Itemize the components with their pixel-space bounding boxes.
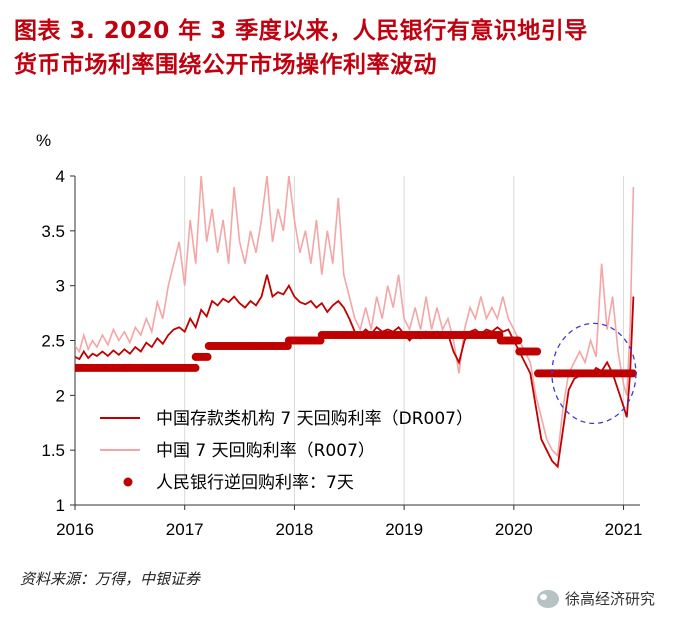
chart-title: 图表 3. 2020 年 3 季度以来，人民银行有意识地引导 货币市场利率围绕公…: [14, 14, 664, 82]
x-tick-label-2019: 2019: [385, 520, 423, 539]
omo-rate-point: [191, 363, 200, 372]
omo-rate-point: [629, 369, 637, 378]
plot-area: [75, 176, 637, 469]
x-tick-label-2021: 2021: [605, 520, 643, 539]
omo-rate-point: [514, 336, 523, 345]
chart-title-line-2: 货币市场利率围绕公开市场操作利率波动: [14, 52, 437, 78]
legend-label-omo: 人民银行逆回购利率：7天: [156, 473, 354, 493]
x-tick-label-2017: 2017: [166, 520, 204, 539]
omo-rate-point: [533, 347, 542, 356]
y-tick-label-2: 2: [56, 386, 65, 405]
y-tick-label-3: 3: [56, 277, 65, 296]
y-tick-label-2.5: 2.5: [41, 332, 65, 351]
highlight-ellipse: [551, 322, 637, 425]
watermark: 徐高经济研究: [536, 588, 655, 609]
y-tick-label-1.5: 1.5: [41, 441, 65, 460]
chart-title-line-1: 图表 3. 2020 年 3 季度以来，人民银行有意识地引导: [14, 18, 588, 44]
legend-swatch-omo: [123, 477, 133, 487]
watermark-text: 徐高经济研究: [564, 590, 655, 608]
legend-label-dr007: 中国存款类机构 7 天回购利率（DR007）: [156, 409, 473, 429]
y-tick-label-4: 4: [56, 167, 65, 186]
wechat-icon: [536, 589, 559, 608]
y-tick-label-1: 1: [56, 496, 65, 515]
x-tick-label-2016: 2016: [56, 520, 94, 539]
y-axis-unit-label: %: [36, 131, 51, 150]
series-line-r007: [75, 176, 635, 458]
legend-label-r007: 中国 7 天回购利率（R007）: [156, 441, 375, 461]
omo-rate-point: [203, 352, 212, 361]
source-note: 资料来源：万得，中银证券: [20, 570, 201, 588]
x-tick-label-2018: 2018: [276, 520, 314, 539]
x-tick-label-2020: 2020: [495, 520, 533, 539]
y-tick-label-3.5: 3.5: [41, 222, 65, 241]
